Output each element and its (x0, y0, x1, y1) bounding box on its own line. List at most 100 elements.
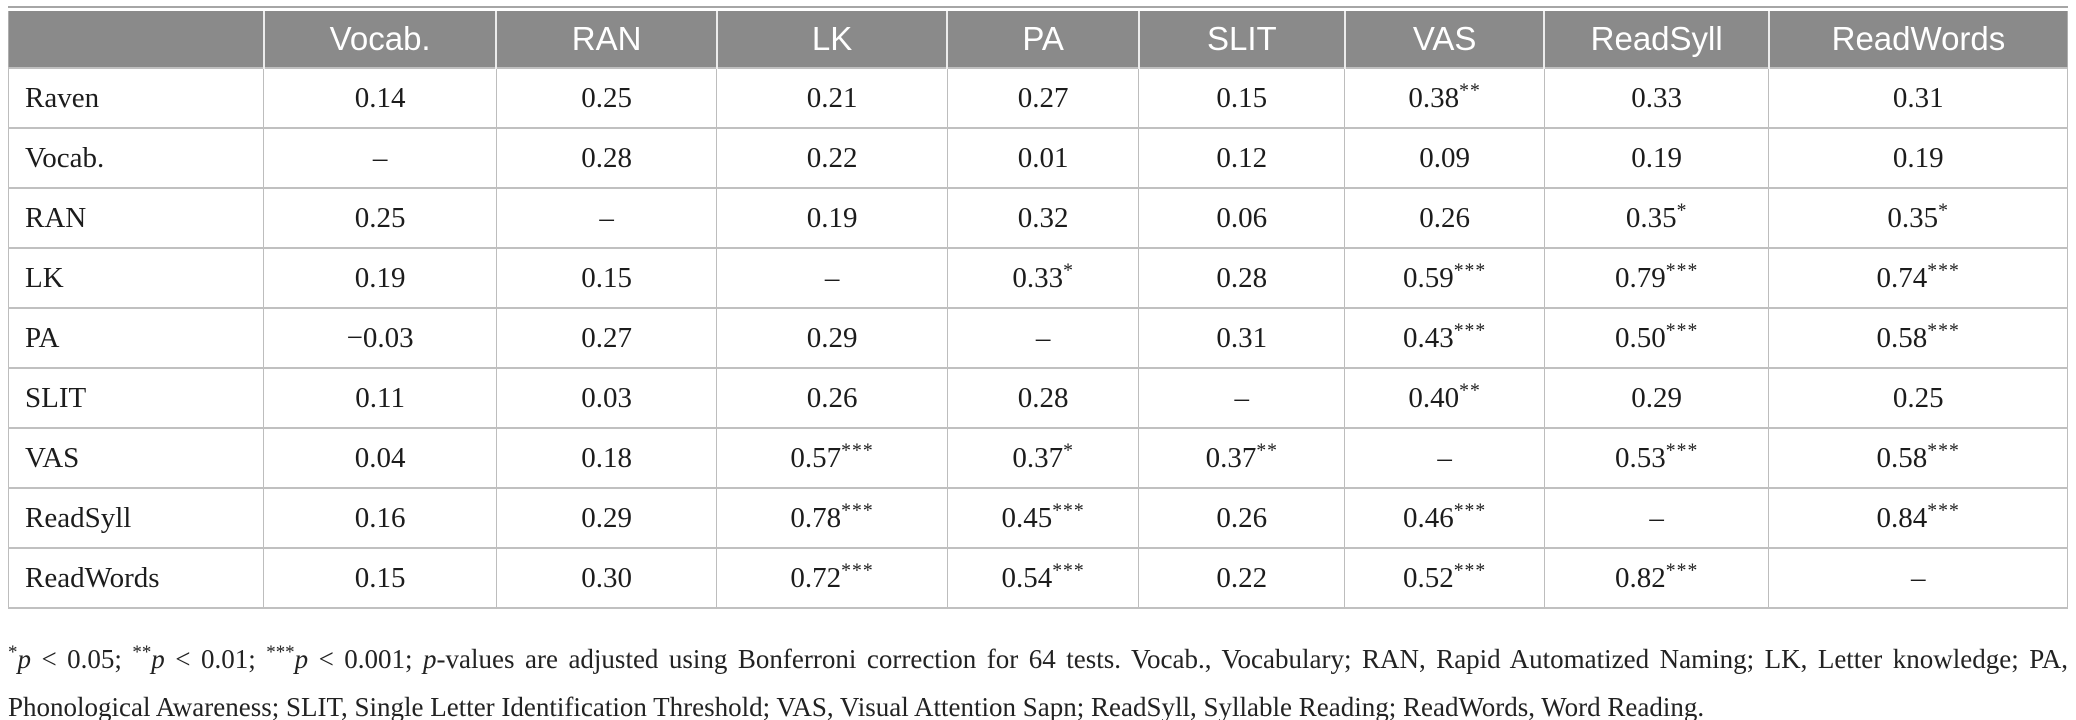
table-cell: 0.84*** (1768, 487, 2068, 549)
table-cell: 0.06 (1138, 187, 1346, 249)
table-cell: 0.26 (1138, 487, 1346, 549)
row-label: VAS (7, 427, 265, 489)
table-cell: 0.22 (1138, 547, 1346, 609)
row-label: Raven (7, 67, 265, 129)
table-cell: 0.33* (946, 247, 1140, 309)
table-cell: 0.26 (1344, 187, 1545, 249)
table-cell: 0.46*** (1344, 487, 1545, 549)
significance-stars: *** (1453, 258, 1487, 281)
significance-stars: *** (841, 498, 874, 521)
table-body: Raven 0.14 0.25 0.21 0.27 0.15 0.38** 0.33 0.31 V… (7, 67, 2068, 609)
table-row: SLIT 0.11 0.03 0.26 0.28–0.40** 0.29 0.25 (7, 367, 2068, 429)
table-row: ReadSyll 0.16 0.29 0.78*** 0.45*** 0.26 0.46**… (7, 487, 2068, 549)
table-cell: 0.14 (263, 67, 497, 129)
table-cell: 0.74*** (1768, 247, 2068, 309)
column-header: LK (715, 11, 949, 69)
table-cell: 0.32 (946, 187, 1140, 249)
table-cell: 0.11 (263, 367, 497, 429)
significance-stars: *** (1453, 318, 1487, 341)
row-label: ReadSyll (7, 487, 265, 549)
table-cell: 0.43*** (1344, 307, 1545, 369)
row-label: SLIT (7, 367, 265, 429)
table-cell: 0.45*** (946, 487, 1140, 549)
table-cell: 0.04 (263, 427, 497, 489)
significance-stars: *** (1927, 258, 1960, 281)
table-cell: 0.29 (716, 307, 948, 369)
table-cell: 0.58*** (1768, 427, 2068, 489)
table-cell: 0.78*** (716, 487, 948, 549)
table-cell: 0.38** (1344, 67, 1545, 129)
column-header: ReadSyll (1543, 11, 1770, 69)
table-cell: 0.22 (716, 127, 948, 189)
table-cell: 0.19 (1543, 127, 1770, 189)
table-cell: 0.25 (1768, 367, 2068, 429)
table-cell: 0.29 (1543, 367, 1770, 429)
row-label: ReadWords (7, 547, 265, 609)
table-cell: – (1138, 367, 1346, 429)
table-cell: – (1344, 427, 1545, 489)
table-cell: 0.03 (495, 367, 718, 429)
table-cell: 0.72*** (716, 547, 948, 609)
table-cell: 0.54*** (946, 547, 1140, 609)
significance-stars: * (1063, 438, 1074, 461)
significance-stars: * (1938, 198, 1949, 221)
table-cell: 0.19 (716, 187, 948, 249)
significance-stars: *** (1665, 558, 1699, 581)
table-footnote: *p < 0.05; **p < 0.01; ***p < 0.001; p-v… (8, 642, 2069, 720)
table-cell: 0.18 (495, 427, 718, 489)
table-cell: 0.52*** (1344, 547, 1545, 609)
table-cell: 0.57*** (716, 427, 948, 489)
table-cell: 0.33 (1543, 67, 1770, 129)
table-head: Vocab. RAN LK PA SLIT VAS ReadSyll ReadWords (8, 11, 2068, 69)
row-label: LK (7, 247, 265, 309)
corner-cell (8, 11, 265, 69)
table-cell: 0.19 (1768, 127, 2068, 189)
table-cell: – (495, 187, 718, 249)
table-cell: 0.25 (263, 187, 497, 249)
column-header: SLIT (1137, 11, 1346, 69)
column-header: RAN (495, 11, 718, 69)
table-row: LK 0.19 0.15–0.33* 0.28 0.59*** 0.79*** 0.74**… (7, 247, 2068, 309)
table-cell: 0.29 (495, 487, 718, 549)
table-cell: 0.21 (716, 67, 948, 129)
significance-stars: ** (1256, 438, 1279, 461)
column-header: VAS (1343, 11, 1546, 69)
table-cell: −0.03 (263, 307, 497, 369)
significance-stars: *** (1665, 438, 1699, 461)
table-cell: 0.28 (1138, 247, 1346, 309)
significance-stars: ** (1459, 78, 1481, 101)
table-cell: 0.09 (1344, 127, 1545, 189)
table-cell: 0.15 (495, 247, 718, 309)
significance-stars: ** (1459, 378, 1481, 401)
table-cell: – (1768, 547, 2068, 609)
table-cell: – (263, 127, 497, 189)
significance-stars: *** (1052, 498, 1085, 521)
table-cell: 0.28 (946, 367, 1140, 429)
table-cell: 0.79*** (1543, 247, 1770, 309)
table-cell: 0.01 (946, 127, 1140, 189)
table-cell: 0.53*** (1543, 427, 1770, 489)
significance-stars: *** (1052, 558, 1085, 581)
correlation-table-container: Vocab. RAN LK PA SLIT VAS ReadSyll ReadWords Ra… (7, 6, 2068, 609)
table-cell: 0.31 (1138, 307, 1346, 369)
table-cell: 0.35* (1768, 187, 2068, 249)
table-cell: 0.30 (495, 547, 718, 609)
row-label: Vocab. (7, 127, 265, 189)
significance-stars: *** (841, 558, 874, 581)
table-cell: 0.12 (1138, 127, 1346, 189)
table-row: PA −0.03 0.27 0.29–0.31 0.43*** 0.50*** 0.58**… (7, 307, 2068, 369)
significance-stars: *** (841, 438, 874, 461)
table-cell: 0.19 (263, 247, 497, 309)
significance-stars: *** (1927, 318, 1960, 341)
correlation-table: Vocab. RAN LK PA SLIT VAS ReadSyll ReadWords Ra… (7, 11, 2068, 609)
row-label: RAN (7, 187, 265, 249)
table-row: VAS 0.04 0.18 0.57*** 0.37* 0.37** –0.53*** 0.5… (7, 427, 2068, 489)
table-cell: 0.82*** (1543, 547, 1770, 609)
significance-stars: *** (1927, 438, 1960, 461)
row-label: PA (7, 307, 265, 369)
column-header: ReadWords (1767, 11, 2068, 69)
table-cell: 0.26 (716, 367, 948, 429)
significance-stars: *** (1453, 498, 1487, 521)
table-cell: 0.58*** (1768, 307, 2068, 369)
table-row: ReadWords 0.15 0.30 0.72*** 0.54*** 0.22 0.52*… (7, 547, 2068, 609)
